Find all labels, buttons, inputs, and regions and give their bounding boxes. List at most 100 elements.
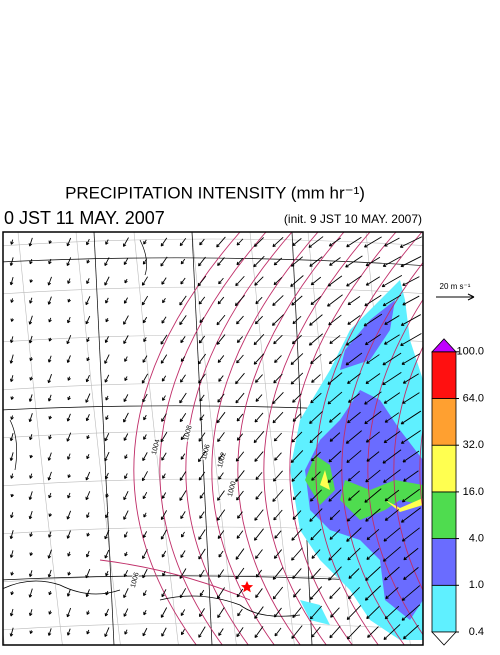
wind-vector xyxy=(271,314,284,326)
wind-vector xyxy=(180,258,186,265)
wind-vector xyxy=(401,604,421,621)
wind-vector xyxy=(403,624,419,640)
wind-vector xyxy=(364,488,382,503)
wind-vector xyxy=(254,374,263,383)
wind-vector xyxy=(329,432,341,442)
wind-vector xyxy=(85,491,91,501)
wind-vector xyxy=(254,315,263,325)
wind-vector xyxy=(29,434,33,441)
wind-vector xyxy=(162,395,166,401)
wind-vector xyxy=(198,256,206,267)
wind-vector xyxy=(363,313,383,327)
wind-vector xyxy=(384,237,400,247)
wind-vector xyxy=(384,566,400,581)
wind-vector xyxy=(346,624,362,640)
wind-vector xyxy=(142,568,148,579)
wind-vector xyxy=(86,512,90,518)
wind-vector xyxy=(160,510,168,520)
wind-vector xyxy=(346,605,362,620)
wind-vector xyxy=(329,529,341,540)
wind-vector xyxy=(382,371,402,386)
wind-vector xyxy=(253,528,264,541)
wind-vector xyxy=(199,317,205,324)
wind-vector xyxy=(160,237,168,247)
wind-vector xyxy=(104,336,109,343)
wind-vector xyxy=(237,511,243,519)
wind-vector xyxy=(365,566,381,581)
wind-vector xyxy=(9,608,14,617)
wind-vector xyxy=(105,317,109,323)
wind-vector xyxy=(291,431,303,443)
wind-vector xyxy=(123,510,129,520)
wind-vector xyxy=(10,512,14,519)
wind-vector xyxy=(9,452,14,461)
wind-vector xyxy=(217,530,225,539)
wind-vector xyxy=(104,549,110,559)
wind-vector xyxy=(123,608,129,617)
wind-vector xyxy=(310,276,322,286)
wind-vector xyxy=(161,589,167,598)
wind-vector xyxy=(403,567,419,581)
wind-vector xyxy=(142,316,148,324)
wind-vector xyxy=(253,237,264,247)
wind-vector xyxy=(199,492,205,499)
wind-vector xyxy=(9,375,14,383)
wind-vector xyxy=(218,375,224,382)
wind-vector xyxy=(255,394,263,402)
wind-vector xyxy=(366,606,380,620)
wind-vector xyxy=(123,297,128,304)
wind-vector xyxy=(273,257,283,266)
wind-vector xyxy=(216,236,226,248)
wind-vector xyxy=(86,356,90,362)
wind-vector xyxy=(216,334,226,345)
wind-vector xyxy=(124,376,128,381)
wind-vector xyxy=(123,237,129,247)
wind-vector xyxy=(400,256,422,268)
wind-vector xyxy=(123,569,128,578)
wind-vector xyxy=(254,451,264,462)
wind-vector xyxy=(85,550,90,558)
wind-vector xyxy=(123,412,129,423)
wind-vector xyxy=(198,529,206,540)
wind-vector xyxy=(105,239,109,245)
wind-vector xyxy=(180,434,186,441)
wind-vector xyxy=(143,414,147,421)
wind-vector xyxy=(48,492,52,499)
wind-vector xyxy=(347,373,361,384)
isobar xyxy=(419,427,423,513)
wind-vector xyxy=(365,469,381,483)
wind-vector xyxy=(399,236,422,248)
wind-vector xyxy=(329,625,341,639)
wind-vector xyxy=(400,314,421,326)
vector-scale-arrow xyxy=(436,293,475,301)
wind-vector xyxy=(86,629,90,635)
wind-vector xyxy=(180,453,186,460)
wind-vector xyxy=(143,239,147,245)
wind-vector xyxy=(309,605,322,620)
wind-vector xyxy=(236,413,244,422)
wind-vector xyxy=(235,275,245,287)
wind-vector xyxy=(161,627,167,637)
wind-vector xyxy=(9,433,14,442)
wind-vector xyxy=(105,493,109,498)
wind-vector xyxy=(272,586,284,600)
wind-vector xyxy=(28,588,33,598)
wind-vector xyxy=(104,472,109,480)
wind-vector xyxy=(29,473,33,479)
wind-vector xyxy=(310,568,321,579)
valid-time: 0 JST 11 MAY. 2007 xyxy=(4,208,165,228)
wind-vector xyxy=(28,609,33,617)
wind-vector xyxy=(160,431,168,443)
wind-vector xyxy=(180,629,185,636)
wind-vector xyxy=(255,588,263,598)
wind-vector xyxy=(124,278,128,284)
wind-vector xyxy=(253,431,265,444)
vector-scale-label: 20 m s⁻¹ xyxy=(440,282,471,291)
colorbar-label: 64.0 xyxy=(463,392,484,404)
isobar-label: 1008 xyxy=(183,425,194,442)
wind-vector xyxy=(180,609,186,616)
wind-vector xyxy=(85,414,90,422)
wind-vector xyxy=(237,608,243,617)
wind-vector xyxy=(124,356,128,362)
wind-vector xyxy=(274,530,282,539)
